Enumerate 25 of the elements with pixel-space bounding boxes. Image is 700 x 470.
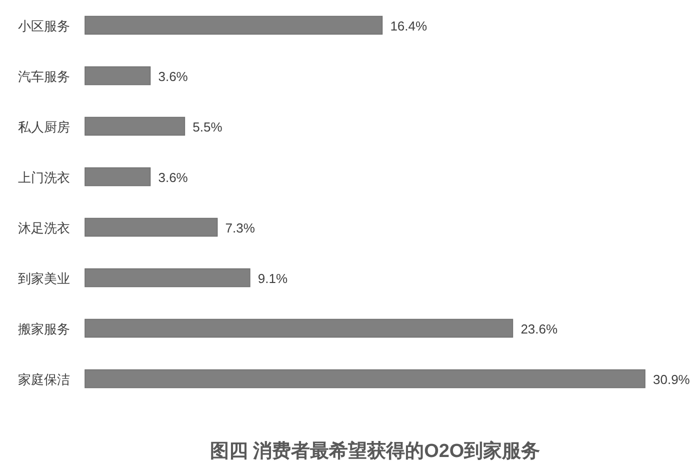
bar [84,66,151,86]
bar [84,16,383,35]
data-label: 9.1% [258,270,288,286]
y-tick-label: 搬家服务 [18,321,70,336]
bar [84,218,218,237]
bar [84,116,186,136]
y-tick-label: 汽车服务 [18,68,70,84]
data-label: 7.3% [225,220,256,236]
y-tick-label: 上门洗衣 [18,170,70,185]
y-tick-label: 沐足洗衣 [18,220,70,236]
y-tick-label: 私人厨房 [18,119,70,134]
data-label: 16.4% [390,18,428,34]
bar [84,167,151,186]
bar [84,369,646,388]
data-label: 3.6% [158,170,188,185]
y-tick-label: 家庭保洁 [18,372,70,387]
y-tick-label: 到家美业 [18,270,70,286]
data-label: 5.5% [192,119,223,134]
data-label: 30.9% [653,372,690,387]
data-label: 23.6% [520,321,558,336]
text: 图四 消费者最希望获得的O2O到家服务 [210,440,540,462]
bar [84,318,514,338]
y-tick-label: 小区服务 [18,18,70,34]
bar [84,268,250,288]
data-label: 3.6% [158,68,188,84]
